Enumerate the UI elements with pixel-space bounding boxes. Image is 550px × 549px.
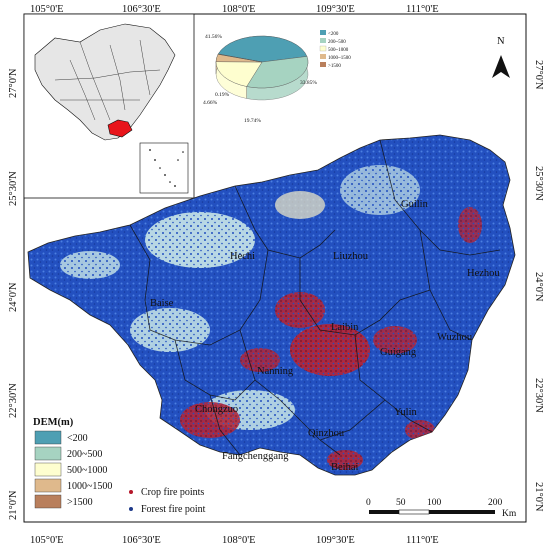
- left-tick-2: 25°30'N: [8, 171, 19, 206]
- pie-percent-labels: 41.56% 33.85% 19.74% 4.66% 0.19%: [203, 34, 317, 124]
- pie-legend-label-5: >1500: [328, 64, 341, 69]
- city-label-wuzhou: Wuzhou: [437, 332, 473, 343]
- pie-label-5: 0.19%: [215, 92, 230, 98]
- pie-label-4: 4.66%: [203, 100, 218, 106]
- dem-label-5: >1500: [67, 497, 93, 508]
- city-label-liuzhou: Liuzhou: [333, 251, 369, 262]
- top-tick-3: 108°0'E: [222, 4, 256, 15]
- right-tick-3: 24°0'N: [533, 272, 544, 302]
- scale-label-200: 200: [488, 498, 503, 508]
- guangxi-map: [27, 134, 516, 476]
- scale-seg-3: [429, 510, 495, 514]
- china-inset-map: [23, 13, 195, 199]
- dem-label-4: 1000~1500: [67, 481, 112, 492]
- pie-slice-1: [217, 35, 308, 63]
- right-lat-ticks: 27°0'N 25°30'N 24°0'N 22°30'N 21°0'N: [533, 60, 544, 512]
- scale-label-50: 50: [396, 498, 406, 508]
- city-label-beihai: Beihai: [331, 462, 358, 473]
- pie-slice-2: [246, 56, 309, 89]
- scale-seg-2: [398, 509, 430, 515]
- dem-swatch-2: [34, 446, 62, 461]
- city-label-qinzhou: Qinzhou: [308, 428, 345, 439]
- top-tick-4: 109°30'E: [316, 4, 355, 15]
- forest-fire-marker: [129, 507, 133, 511]
- scale-label-100: 100: [427, 498, 442, 508]
- dem-label-3: 500~1000: [67, 465, 107, 476]
- top-lon-ticks: 105°0'E 106°30'E 108°0'E 109°30'E 111°0'…: [30, 4, 439, 15]
- left-tick-4: 22°30'N: [8, 383, 19, 418]
- dem-label-2: 200~500: [67, 449, 102, 460]
- right-tick-5: 21°0'N: [533, 482, 544, 512]
- pie-legend-swatch-1: [320, 30, 326, 35]
- right-tick-2: 25°30'N: [533, 166, 544, 201]
- pie-legend-swatch-4: [320, 54, 326, 59]
- dem-swatch-5: [34, 494, 62, 509]
- pie-legend: <200 200~500 500~1000 1000~1500 >1500: [319, 30, 351, 69]
- crop-fire-label: Crop fire points: [141, 487, 204, 498]
- north-arrow-icon: N: [492, 36, 510, 78]
- bottom-tick-2: 106°30'E: [122, 535, 161, 546]
- dem-swatch-1: [34, 430, 62, 445]
- bottom-tick-4: 109°30'E: [316, 535, 355, 546]
- pie-legend-swatch-5: [320, 62, 326, 67]
- pie-legend-label-2: 200~500: [328, 40, 346, 45]
- dem-legend-title: DEM(m): [33, 417, 74, 428]
- scale-label-0: 0: [366, 498, 371, 508]
- scale-bar: 0 50 100 200 Km: [366, 498, 517, 519]
- pie-label-1: 41.56%: [205, 34, 222, 40]
- left-tick-1: 27°0'N: [8, 68, 19, 98]
- city-label-fangchenggang: Fangchenggang: [222, 451, 289, 462]
- fire-point-legend: Crop fire points Forest fire point: [129, 487, 206, 515]
- city-label-nanning: Nanning: [257, 366, 294, 377]
- pie-label-3: 19.74%: [244, 118, 261, 124]
- left-lat-ticks: 27°0'N 25°30'N 24°0'N 22°30'N 21°0'N: [8, 68, 19, 520]
- pie-label-2: 33.85%: [300, 80, 317, 86]
- city-label-laibin: Laibin: [331, 322, 359, 333]
- city-label-baise: Baise: [150, 298, 174, 309]
- top-tick-2: 106°30'E: [122, 4, 161, 15]
- forest-fire-label: Forest fire point: [141, 504, 206, 515]
- pie-slice-3: [215, 61, 263, 87]
- pie-slice-5: [217, 53, 263, 63]
- city-label-guilin: Guilin: [401, 199, 429, 210]
- bottom-tick-5: 111°0'E: [406, 535, 439, 546]
- top-tick-5: 111°0'E: [406, 4, 439, 15]
- dem-label-1: <200: [67, 433, 88, 444]
- right-tick-4: 22°30'N: [533, 378, 544, 413]
- pie-legend-label-1: <200: [328, 32, 339, 37]
- city-label-yulin: Yulin: [394, 407, 418, 418]
- right-tick-1: 27°0'N: [533, 60, 544, 90]
- dem-swatch-4: [34, 478, 62, 493]
- bottom-tick-1: 105°0'E: [30, 535, 64, 546]
- pie-legend-swatch-2: [320, 38, 326, 43]
- north-label: N: [497, 36, 505, 47]
- city-label-guigang: Guigang: [380, 347, 417, 358]
- dem-pie-chart: [215, 35, 309, 101]
- bottom-tick-3: 108°0'E: [222, 535, 256, 546]
- left-tick-3: 24°0'N: [8, 282, 19, 312]
- dem-swatch-3: [34, 462, 62, 477]
- dem-legend: DEM(m) <200 200~500 500~1000 1000~1500 >…: [33, 417, 112, 509]
- scale-unit: Km: [502, 509, 517, 519]
- pie-legend-label-4: 1000~1500: [328, 56, 351, 61]
- city-label-hechi: Hechi: [230, 251, 255, 262]
- pie-legend-label-3: 500~1000: [328, 48, 349, 53]
- crop-fire-marker: [129, 490, 133, 494]
- city-labels: Guilin Hechi Liuzhou Hezhou Baise Laibin…: [150, 199, 500, 473]
- city-label-hezhou: Hezhou: [467, 268, 500, 279]
- pie-legend-swatch-3: [319, 45, 327, 52]
- bottom-lon-ticks: 105°0'E 106°30'E 108°0'E 109°30'E 111°0'…: [30, 535, 439, 546]
- left-tick-5: 21°0'N: [8, 490, 19, 520]
- top-tick-1: 105°0'E: [30, 4, 64, 15]
- scale-seg-1: [369, 510, 399, 514]
- city-label-chongzuo: Chongzuo: [195, 404, 238, 415]
